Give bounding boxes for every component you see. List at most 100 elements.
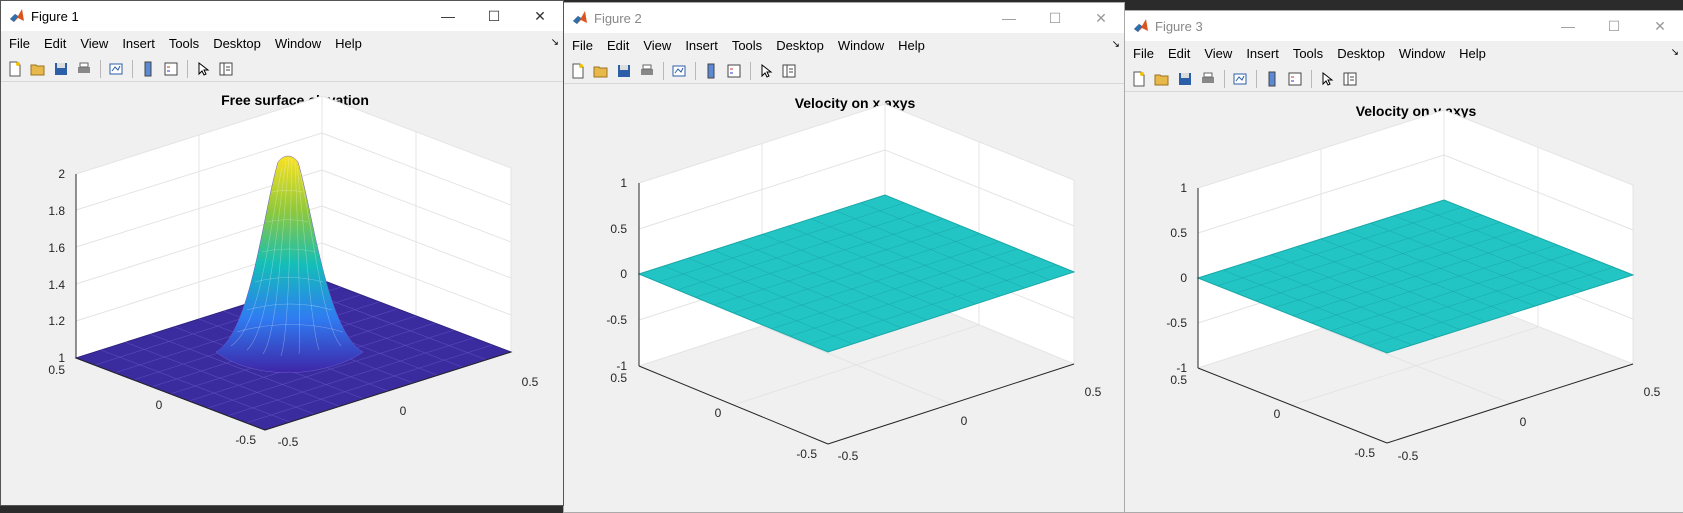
menu-help[interactable]: Help: [898, 38, 925, 53]
menu-desktop[interactable]: Desktop: [213, 36, 261, 51]
menu-tools[interactable]: Tools: [168, 36, 200, 51]
window-title: Figure 1: [31, 8, 79, 24]
maximize-button[interactable]: ☐: [1607, 17, 1621, 34]
svg-text:-1: -1: [616, 359, 627, 373]
save-icon[interactable]: [51, 59, 71, 79]
insert-colorbar-icon[interactable]: [701, 61, 721, 81]
axis-lines: [75, 174, 512, 431]
plot-area[interactable]: Velocity on y axys: [1125, 92, 1683, 512]
window-titlebar[interactable]: Figure 1 — ☐ ✕: [1, 1, 563, 31]
menu-edit[interactable]: Edit: [1167, 46, 1191, 61]
z-ticks: 2 1.8 1.6 1.4 1.2 1: [48, 167, 65, 365]
menu-window[interactable]: Window: [274, 36, 322, 51]
link-plot-icon[interactable]: [1230, 69, 1250, 89]
z-ticks: 1 0.5 0 -0.5 -1: [606, 176, 627, 373]
svg-text:1.4: 1.4: [48, 278, 65, 292]
menu-view[interactable]: View: [80, 36, 109, 51]
svg-text:0.5: 0.5: [1170, 226, 1187, 240]
x-ticks: 0.5 0 -0.5: [610, 371, 817, 461]
property-inspector-icon[interactable]: [779, 61, 799, 81]
close-button[interactable]: ✕: [534, 7, 546, 24]
new-figure-icon[interactable]: [568, 61, 588, 81]
new-figure-icon[interactable]: [1129, 69, 1149, 89]
toolbar-separator: [1311, 70, 1312, 88]
property-inspector-icon[interactable]: [216, 59, 236, 79]
svg-text:0.5: 0.5: [522, 375, 539, 389]
axes-3d[interactable]: Velocity on x axys: [564, 84, 1124, 512]
property-inspector-icon[interactable]: [1340, 69, 1360, 89]
menu-window[interactable]: Window: [1398, 46, 1446, 61]
menu-desktop[interactable]: Desktop: [776, 38, 824, 53]
svg-text:-0.5: -0.5: [1398, 449, 1419, 463]
menu-view[interactable]: View: [1204, 46, 1233, 61]
dock-arrow-icon[interactable]: ↘: [1670, 47, 1679, 58]
menu-insert[interactable]: Insert: [1246, 46, 1279, 61]
svg-text:1: 1: [620, 176, 627, 190]
minimize-button[interactable]: —: [1002, 10, 1016, 26]
print-icon[interactable]: [74, 59, 94, 79]
svg-text:-0.5: -0.5: [796, 447, 817, 461]
insert-legend-icon[interactable]: [724, 61, 744, 81]
x-ticks: 0.5 0 -0.5: [48, 363, 256, 447]
close-button[interactable]: ✕: [1654, 17, 1666, 34]
menu-file[interactable]: File: [9, 36, 30, 51]
open-file-icon[interactable]: [591, 61, 611, 81]
svg-text:0.5: 0.5: [48, 363, 65, 377]
svg-text:0: 0: [1520, 415, 1527, 429]
y-ticks: -0.5 0 0.5: [278, 375, 539, 449]
edit-plot-icon[interactable]: [756, 61, 776, 81]
maximize-button[interactable]: ☐: [487, 7, 501, 24]
link-plot-icon[interactable]: [669, 61, 689, 81]
menu-help[interactable]: Help: [335, 36, 362, 51]
edit-plot-icon[interactable]: [193, 59, 213, 79]
new-figure-icon[interactable]: [5, 59, 25, 79]
menu-view[interactable]: View: [643, 38, 672, 53]
menu-desktop[interactable]: Desktop: [1337, 46, 1385, 61]
close-button[interactable]: ✕: [1095, 9, 1107, 26]
insert-legend-icon[interactable]: [1285, 69, 1305, 89]
dock-arrow-icon[interactable]: ↘: [550, 37, 559, 48]
svg-text:-0.5: -0.5: [838, 449, 859, 463]
figure-window-3[interactable]: Figure 3 — ☐ ✕ File Edit View Insert Too…: [1124, 10, 1683, 513]
print-icon[interactable]: [637, 61, 657, 81]
surface-mesh: [657, 202, 1056, 345]
menu-tools[interactable]: Tools: [1292, 46, 1324, 61]
insert-colorbar-icon[interactable]: [1262, 69, 1282, 89]
axes-3d[interactable]: Free surface elevation: [1, 82, 563, 505]
menu-window[interactable]: Window: [837, 38, 885, 53]
window-titlebar[interactable]: Figure 3 — ☐ ✕: [1125, 11, 1683, 41]
edit-plot-icon[interactable]: [1317, 69, 1337, 89]
figure-window-2[interactable]: Figure 2 — ☐ ✕ File Edit View Insert Too…: [563, 2, 1125, 513]
open-file-icon[interactable]: [1152, 69, 1172, 89]
menu-help[interactable]: Help: [1459, 46, 1486, 61]
link-plot-icon[interactable]: [106, 59, 126, 79]
menu-edit[interactable]: Edit: [606, 38, 630, 53]
insert-colorbar-icon[interactable]: [138, 59, 158, 79]
maximize-button[interactable]: ☐: [1048, 9, 1062, 26]
print-icon[interactable]: [1198, 69, 1218, 89]
plot-area[interactable]: Free surface elevation: [1, 82, 563, 505]
minimize-button[interactable]: —: [441, 8, 455, 24]
save-icon[interactable]: [614, 61, 634, 81]
figure-toolbar: [1125, 67, 1683, 92]
open-file-icon[interactable]: [28, 59, 48, 79]
menu-edit[interactable]: Edit: [43, 36, 67, 51]
menu-insert[interactable]: Insert: [122, 36, 155, 51]
save-icon[interactable]: [1175, 69, 1195, 89]
menu-tools[interactable]: Tools: [731, 38, 763, 53]
surface-mesh: [1216, 206, 1615, 347]
minimize-button[interactable]: —: [1561, 18, 1575, 34]
menu-file[interactable]: File: [572, 38, 593, 53]
window-titlebar[interactable]: Figure 2 — ☐ ✕: [564, 3, 1124, 33]
plot-area[interactable]: Velocity on x axys: [564, 84, 1124, 512]
dock-arrow-icon[interactable]: ↘: [1111, 39, 1120, 50]
axes-3d[interactable]: Velocity on y axys: [1125, 92, 1683, 512]
figure-window-1[interactable]: Figure 1 — ☐ ✕ File Edit View Insert Too…: [0, 0, 564, 506]
insert-legend-icon[interactable]: [161, 59, 181, 79]
svg-text:1.8: 1.8: [48, 204, 65, 218]
toolbar-separator: [132, 60, 133, 78]
menu-insert[interactable]: Insert: [685, 38, 718, 53]
menu-file[interactable]: File: [1133, 46, 1154, 61]
figure-toolbar: [564, 59, 1124, 84]
svg-text:1.6: 1.6: [48, 241, 65, 255]
